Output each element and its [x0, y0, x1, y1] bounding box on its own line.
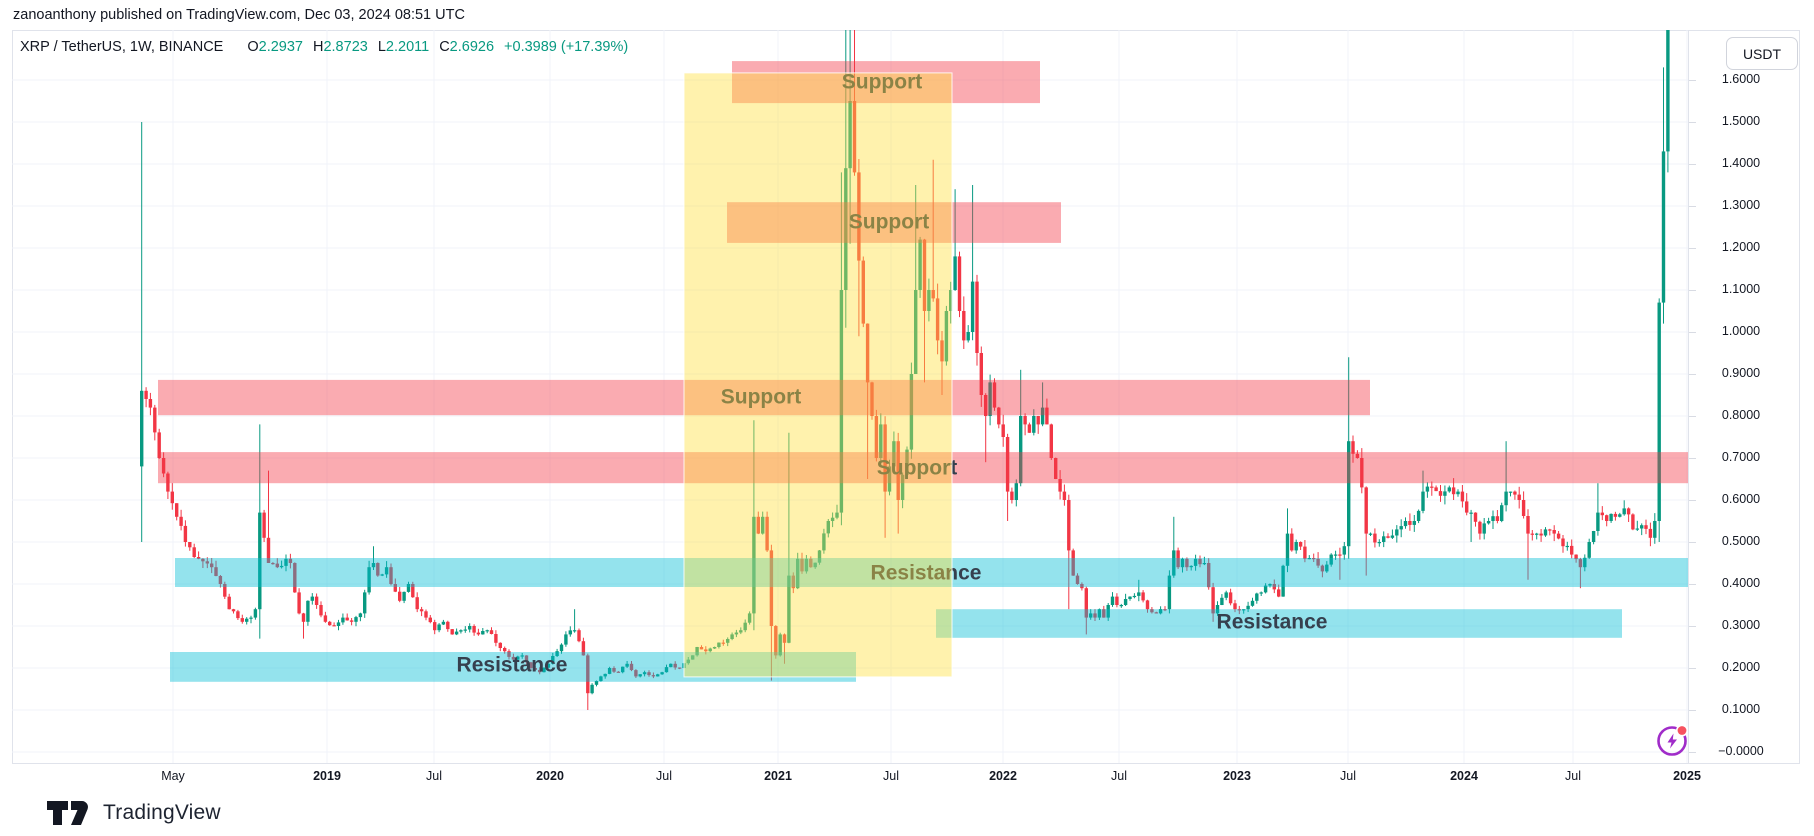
- price-tick-label: 0.8000: [1721, 408, 1761, 422]
- open-value: 2.2937: [258, 39, 303, 55]
- price-tick-mark: [1689, 668, 1696, 669]
- price-tick-label: 1.2000: [1721, 240, 1761, 254]
- price-tick-mark: [1689, 374, 1696, 375]
- price-tick-mark: [1689, 248, 1696, 249]
- time-tick-label: Jul: [426, 769, 442, 783]
- svg-text:Support: Support: [877, 457, 957, 480]
- price-tick-label: 0.2000: [1721, 660, 1761, 674]
- price-tick-label: 1.3000: [1721, 198, 1761, 212]
- price-tick-mark: [1689, 710, 1696, 711]
- price-tick-mark: [1689, 458, 1696, 459]
- chart-widget: [12, 30, 1800, 790]
- time-tick-label: 2022: [989, 769, 1017, 783]
- tradingview-logo-icon: [47, 801, 88, 825]
- attribution-text: zanoanthony published on TradingView.com…: [13, 7, 465, 23]
- time-tick-label: 2023: [1223, 769, 1251, 783]
- close-value: 2.6926: [449, 39, 495, 55]
- time-tick-label: 2021: [764, 769, 792, 783]
- flash-reaction-icon[interactable]: [1652, 720, 1692, 760]
- price-tick-mark: [1689, 332, 1696, 333]
- price-tick-label: −0.0000: [1718, 744, 1764, 758]
- price-tick-label: 1.0000: [1721, 324, 1761, 338]
- currency-toggle-button[interactable]: USDT: [1726, 37, 1798, 70]
- time-tick-label: Jul: [1111, 769, 1127, 783]
- high-label: H: [312, 39, 324, 55]
- time-tick-label: 2024: [1450, 769, 1478, 783]
- price-tick-label: 0.1000: [1721, 702, 1761, 716]
- price-tick-mark: [1689, 584, 1696, 585]
- price-tick-mark: [1689, 164, 1696, 165]
- time-axis[interactable]: May 2019 Jul 2020 Jul 2021 Jul 2022 Jul 2023 Jul 20…: [12, 763, 1800, 790]
- tradingview-logo[interactable]: TradingView: [47, 800, 221, 826]
- symbol-title: XRP / TetherUS, 1W, BINANCE: [20, 39, 224, 55]
- price-tick-label: 1.6000: [1721, 72, 1761, 86]
- price-tick-label: 1.4000: [1721, 156, 1761, 170]
- open-label: O: [247, 39, 259, 55]
- price-tick-mark: [1689, 626, 1696, 627]
- price-axis[interactable]: 1.6000 1.5000 1.4000 1.3000 1.2000 1.1000 1.00…: [1688, 30, 1800, 763]
- price-tick-label: 0.4000: [1721, 576, 1761, 590]
- price-tick-mark: [1689, 500, 1696, 501]
- time-tick-label: 2025: [1673, 769, 1701, 783]
- candlestick-chart[interactable]: Support Support Support Support Resistance Re…: [12, 30, 1688, 763]
- price-tick-label: 1.1000: [1721, 282, 1761, 296]
- time-tick-label: Jul: [883, 769, 899, 783]
- svg-text:Support: Support: [849, 211, 929, 234]
- price-tick-label: 1.5000: [1721, 114, 1761, 128]
- time-tick-label: Jul: [1340, 769, 1356, 783]
- price-tick-mark: [1689, 542, 1696, 543]
- time-tick-label: May: [161, 769, 185, 783]
- tradingview-logo-text: TradingView: [103, 801, 221, 824]
- low-label: L: [377, 39, 386, 55]
- svg-text:Resistance: Resistance: [457, 654, 568, 677]
- price-tick-mark: [1689, 752, 1696, 753]
- high-value: 2.8723: [323, 39, 368, 55]
- svg-text:Support: Support: [842, 71, 922, 94]
- time-tick-label: 2020: [536, 769, 564, 783]
- price-tick-mark: [1689, 290, 1696, 291]
- price-tick-label: 0.5000: [1721, 534, 1761, 548]
- svg-text:Resistance: Resistance: [871, 562, 982, 585]
- svg-text:Support: Support: [721, 386, 801, 409]
- low-value: 2.2011: [385, 39, 430, 55]
- price-tick-mark: [1689, 416, 1696, 417]
- price-tick-label: 0.3000: [1721, 618, 1761, 632]
- close-label: C: [439, 39, 450, 55]
- time-tick-label: 2019: [313, 769, 341, 783]
- price-tick-label: 0.6000: [1721, 492, 1761, 506]
- price-tick-mark: [1689, 206, 1696, 207]
- price-tick-mark: [1689, 122, 1696, 123]
- change-value: +0.3989 (+17.39%): [504, 39, 629, 55]
- price-tick-label: 0.7000: [1721, 450, 1761, 464]
- symbol-legend[interactable]: XRP / TetherUS, 1W, BINANCE O2.2937 H2.872…: [20, 39, 628, 55]
- price-tick-label: 0.9000: [1721, 366, 1761, 380]
- price-tick-mark: [1689, 80, 1696, 81]
- svg-text:Resistance: Resistance: [1217, 611, 1328, 634]
- time-tick-label: Jul: [1565, 769, 1581, 783]
- time-tick-label: Jul: [656, 769, 672, 783]
